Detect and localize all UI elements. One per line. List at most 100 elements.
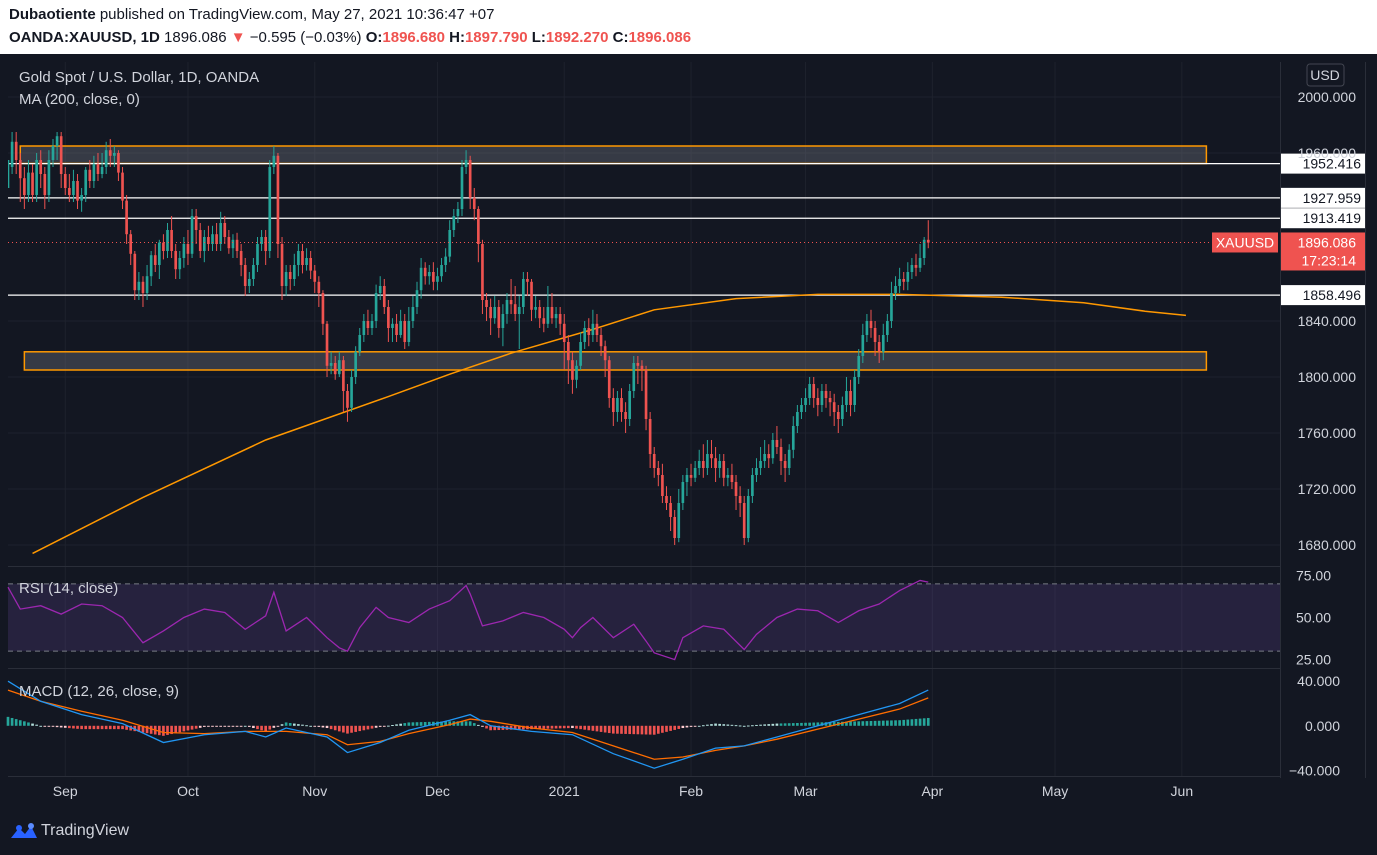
candle-body[interactable] bbox=[620, 398, 623, 412]
candle-body[interactable] bbox=[718, 461, 721, 468]
candle-body[interactable] bbox=[571, 360, 574, 380]
candle-body[interactable] bbox=[39, 160, 43, 174]
candle-body[interactable] bbox=[104, 150, 108, 167]
candle-body[interactable] bbox=[145, 276, 149, 293]
candle-body[interactable] bbox=[759, 461, 762, 468]
candle-body[interactable] bbox=[669, 503, 672, 517]
candle-body[interactable] bbox=[407, 321, 411, 342]
candle-body[interactable] bbox=[546, 307, 550, 324]
candle-body[interactable] bbox=[914, 265, 918, 268]
candle-body[interactable] bbox=[481, 244, 484, 300]
candle-body[interactable] bbox=[243, 265, 247, 286]
candle-body[interactable] bbox=[194, 216, 198, 230]
candle-body[interactable] bbox=[182, 244, 186, 258]
candle-body[interactable] bbox=[865, 321, 869, 335]
candle-body[interactable] bbox=[399, 321, 402, 335]
candle-body[interactable] bbox=[395, 323, 398, 335]
candle-body[interactable] bbox=[268, 167, 272, 251]
candle-body[interactable] bbox=[436, 276, 439, 282]
candle-body[interactable] bbox=[906, 272, 910, 282]
candle-body[interactable] bbox=[812, 384, 816, 398]
candle-body[interactable] bbox=[538, 307, 542, 319]
candle-body[interactable] bbox=[763, 454, 766, 461]
candle-body[interactable] bbox=[644, 370, 648, 419]
candle-body[interactable] bbox=[746, 496, 750, 538]
candle-body[interactable] bbox=[444, 256, 447, 265]
candle-body[interactable] bbox=[730, 475, 734, 482]
candle-body[interactable] bbox=[554, 314, 558, 319]
candle-body[interactable] bbox=[841, 405, 844, 419]
candle-body[interactable] bbox=[31, 172, 34, 195]
candle-body[interactable] bbox=[628, 391, 632, 419]
candle-body[interactable] bbox=[689, 475, 693, 478]
candle-body[interactable] bbox=[342, 360, 345, 391]
candle-body[interactable] bbox=[489, 307, 492, 319]
candle-body[interactable] bbox=[141, 281, 145, 293]
candle-body[interactable] bbox=[771, 440, 775, 459]
candle-body[interactable] bbox=[354, 351, 357, 377]
candle-body[interactable] bbox=[427, 272, 431, 277]
candle-body[interactable] bbox=[530, 281, 533, 310]
candle-body[interactable] bbox=[47, 160, 51, 195]
candle-body[interactable] bbox=[693, 468, 697, 478]
candle-body[interactable] bbox=[677, 503, 681, 538]
candle-body[interactable] bbox=[158, 242, 161, 265]
candle-body[interactable] bbox=[301, 251, 304, 265]
candle-body[interactable] bbox=[137, 281, 141, 291]
candle-body[interactable] bbox=[922, 239, 926, 258]
candle-body[interactable] bbox=[464, 160, 468, 167]
candle-body[interactable] bbox=[697, 461, 701, 468]
candle-body[interactable] bbox=[611, 398, 615, 412]
candle-body[interactable] bbox=[808, 384, 811, 398]
candle-body[interactable] bbox=[460, 167, 464, 209]
candle-body[interactable] bbox=[59, 136, 63, 174]
macd-signal-line[interactable] bbox=[7, 689, 929, 760]
candle-body[interactable] bbox=[247, 279, 251, 286]
candle-body[interactable] bbox=[726, 475, 730, 478]
candle-body[interactable] bbox=[76, 181, 79, 201]
candle-body[interactable] bbox=[121, 172, 124, 201]
candle-body[interactable] bbox=[358, 335, 362, 352]
candle-body[interactable] bbox=[881, 335, 885, 352]
candle-body[interactable] bbox=[272, 155, 276, 167]
candle-body[interactable] bbox=[448, 230, 452, 257]
candle-body[interactable] bbox=[14, 141, 18, 160]
candle-body[interactable] bbox=[391, 323, 394, 328]
candle-body[interactable] bbox=[509, 300, 513, 305]
candle-body[interactable] bbox=[656, 468, 660, 475]
candle-body[interactable] bbox=[902, 279, 906, 282]
candle-body[interactable] bbox=[836, 412, 840, 419]
candle-body[interactable] bbox=[432, 272, 435, 282]
candle-body[interactable] bbox=[787, 449, 791, 468]
candle-body[interactable] bbox=[256, 244, 259, 265]
candle-body[interactable] bbox=[378, 286, 382, 293]
candle-body[interactable] bbox=[92, 164, 96, 181]
candle-body[interactable] bbox=[579, 342, 582, 366]
candle-body[interactable] bbox=[587, 328, 591, 335]
candle-body[interactable] bbox=[452, 216, 456, 230]
candle-body[interactable] bbox=[820, 391, 824, 405]
candle-body[interactable] bbox=[701, 461, 705, 468]
candle-body[interactable] bbox=[125, 200, 128, 235]
candle-body[interactable] bbox=[857, 356, 861, 377]
candle-body[interactable] bbox=[51, 146, 55, 160]
candle-body[interactable] bbox=[88, 169, 92, 181]
candle-body[interactable] bbox=[542, 318, 546, 324]
candle-body[interactable] bbox=[722, 461, 726, 478]
candle-body[interactable] bbox=[215, 234, 218, 244]
candle-body[interactable] bbox=[550, 307, 554, 319]
candle-body[interactable] bbox=[68, 188, 71, 195]
candle-body[interactable] bbox=[43, 174, 47, 195]
candle-body[interactable] bbox=[35, 160, 38, 195]
author-name[interactable]: Dubaotiente bbox=[9, 6, 96, 23]
candle-body[interactable] bbox=[603, 346, 607, 361]
candle-body[interactable] bbox=[313, 270, 317, 282]
candle-body[interactable] bbox=[652, 454, 656, 468]
candle-body[interactable] bbox=[113, 153, 116, 156]
candle-body[interactable] bbox=[288, 272, 292, 279]
candle-body[interactable] bbox=[280, 244, 284, 286]
candle-body[interactable] bbox=[710, 454, 713, 459]
candle-body[interactable] bbox=[591, 323, 595, 335]
candle-body[interactable] bbox=[10, 141, 14, 167]
candle-body[interactable] bbox=[350, 377, 353, 408]
